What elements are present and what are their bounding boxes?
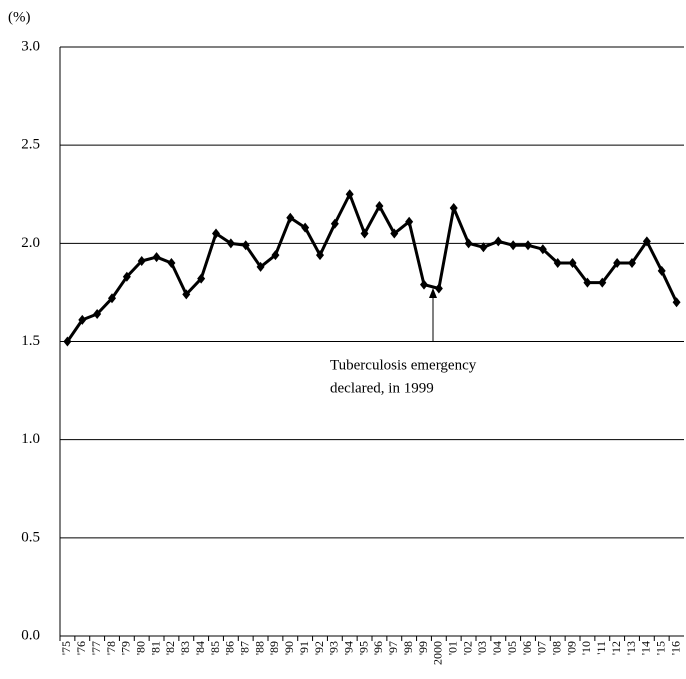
- point-marker: [405, 216, 414, 227]
- x-tick-label: '01: [445, 641, 459, 655]
- x-tick-label: '83: [178, 641, 192, 655]
- x-tick-label: '16: [668, 641, 682, 655]
- x-tick-label: '95: [356, 641, 370, 655]
- point-marker: [78, 314, 87, 325]
- point-marker: [345, 189, 354, 200]
- point-marker: [241, 240, 250, 251]
- x-tick-label: '92: [312, 641, 326, 655]
- x-tick-label: '96: [371, 641, 385, 655]
- x-tick-label: '85: [208, 641, 222, 655]
- point-marker: [494, 236, 503, 247]
- x-tick-label: '78: [104, 641, 118, 655]
- point-marker: [212, 228, 220, 239]
- x-tick-label: '79: [119, 641, 133, 655]
- annotation-line: declared, in 1999: [330, 380, 434, 396]
- x-tick-label: '15: [653, 641, 667, 655]
- x-tick-label: '14: [639, 641, 653, 655]
- x-tick-label: '12: [609, 641, 623, 655]
- x-tick-label: '94: [341, 641, 355, 655]
- point-marker: [628, 257, 636, 268]
- annotation-line: Tuberculosis emergency: [330, 357, 477, 373]
- y-tick-label: 2.0: [21, 235, 40, 251]
- x-tick-label: '06: [520, 641, 534, 655]
- point-marker: [108, 293, 116, 304]
- y-tick-label: 0.5: [21, 529, 40, 545]
- x-tick-label: '13: [624, 641, 638, 655]
- x-tick-label: '02: [460, 641, 474, 655]
- x-tick-label: '77: [89, 641, 103, 655]
- point-marker: [256, 261, 265, 272]
- point-marker: [434, 283, 443, 294]
- point-marker: [330, 218, 339, 229]
- point-marker: [449, 202, 458, 213]
- line: [66, 192, 678, 343]
- point-marker: [568, 257, 577, 268]
- point-marker: [63, 336, 72, 347]
- x-tick-label: '84: [193, 641, 207, 655]
- point-marker: [271, 250, 280, 261]
- point-marker: [613, 257, 622, 268]
- point-marker: [553, 257, 562, 268]
- point-marker: [390, 228, 399, 239]
- point-marker: [316, 250, 324, 261]
- x-tick-label: '07: [535, 641, 549, 655]
- point-marker: [524, 240, 532, 251]
- point-marker: [301, 222, 310, 233]
- y-tick-label: 2.5: [21, 137, 40, 153]
- x-tick-label: '09: [564, 641, 578, 655]
- point-marker: [122, 271, 131, 282]
- x-tick-label: '76: [74, 641, 88, 655]
- point-marker: [657, 265, 666, 276]
- x-tick-label: '90: [282, 641, 296, 655]
- y-tick-label: 1.0: [21, 431, 40, 447]
- x-tick-label: '05: [505, 641, 519, 655]
- x-tick-label: '87: [237, 641, 251, 655]
- x-tick-label: '10: [579, 641, 593, 655]
- point-marker: [598, 277, 607, 288]
- point-marker: [360, 228, 369, 239]
- point-marker: [538, 244, 547, 255]
- x-tick-label: '86: [223, 641, 237, 655]
- x-tick-label: '98: [401, 641, 415, 655]
- point-marker: [93, 309, 102, 320]
- point-marker: [479, 242, 488, 253]
- x-tick-label: '11: [594, 641, 608, 655]
- x-tick-label: '93: [327, 641, 341, 655]
- point-marker: [152, 252, 161, 263]
- y-tick-label: 1.5: [21, 333, 40, 349]
- point-marker: [286, 212, 295, 223]
- y-axis-label: (%): [8, 9, 31, 25]
- annotation-arrowhead: [429, 288, 437, 298]
- point-marker: [672, 297, 681, 308]
- point-marker: [375, 201, 384, 212]
- point-marker: [182, 289, 191, 300]
- x-tick-label: '75: [59, 641, 73, 655]
- point-marker: [583, 277, 592, 288]
- x-tick-label: '08: [549, 641, 563, 655]
- point-marker: [642, 236, 651, 247]
- x-tick-label: '80: [133, 641, 147, 655]
- point-marker: [509, 240, 518, 251]
- point-marker: [420, 279, 428, 290]
- x-tick-label: '82: [163, 641, 177, 655]
- x-tick-label: '04: [490, 641, 504, 655]
- x-tick-label: '88: [252, 641, 266, 655]
- point-marker: [197, 273, 206, 284]
- x-tick-label: 2000: [431, 641, 445, 665]
- y-tick-label: 3.0: [21, 38, 40, 54]
- point-marker: [226, 238, 235, 249]
- x-tick-label: '99: [416, 641, 430, 655]
- x-tick-label: '91: [297, 641, 311, 655]
- x-tick-label: '97: [386, 641, 400, 655]
- point-marker: [167, 257, 176, 268]
- x-tick-label: '81: [148, 641, 162, 655]
- x-tick-label: '89: [267, 641, 281, 655]
- x-tick-label: '03: [475, 641, 489, 655]
- point-marker: [464, 238, 473, 249]
- point-marker: [137, 256, 146, 267]
- y-tick-label: 0.0: [21, 627, 40, 643]
